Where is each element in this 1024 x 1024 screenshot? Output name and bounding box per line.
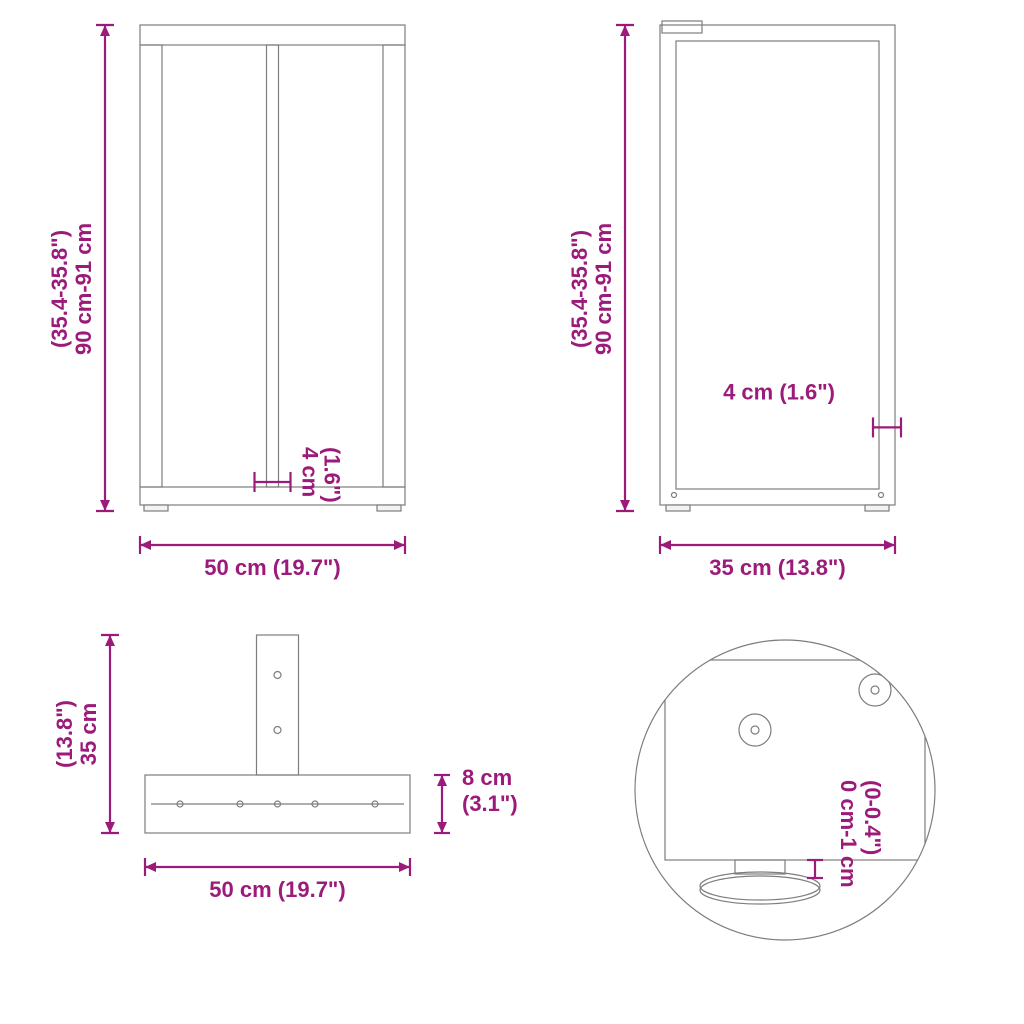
front-height-2: (35.4-35.8") [47, 230, 72, 348]
top-width: 50 cm (19.7") [209, 877, 345, 902]
front-height-1: 90 cm-91 cm [71, 223, 96, 355]
top-depth-a: 35 cm [76, 703, 101, 765]
detail-adj-b: (0-0.4") [860, 780, 885, 855]
side-view: 90 cm-91 cm(35.4-35.8") 35 cm (13.8") 4 cm… [567, 21, 901, 580]
top-depth-b: (13.8") [52, 700, 77, 768]
side-height-2: (35.4-35.8") [567, 230, 592, 348]
detail-adj-a: 0 cm-1 cm [836, 780, 861, 888]
top-8cm-a: 8 cm [462, 765, 512, 790]
front-view: 90 cm-91 cm(35.4-35.8") 50 cm (19.7") 4 cm… [47, 25, 405, 580]
side-height-1: 90 cm-91 cm [591, 223, 616, 355]
top-8cm-b: (3.1") [462, 791, 518, 816]
front-4cm-b: (1.6") [320, 447, 345, 503]
detail-view: 0 cm-1 cm(0-0.4") [635, 640, 935, 940]
front-width: 50 cm (19.7") [204, 555, 340, 580]
front-4cm-a: 4 cm [298, 447, 323, 497]
top-view: 35 cm(13.8") 50 cm (19.7") 8 cm(3.1") [52, 635, 518, 902]
side-width: 35 cm (13.8") [709, 555, 845, 580]
side-4cm: 4 cm (1.6") [723, 379, 835, 404]
